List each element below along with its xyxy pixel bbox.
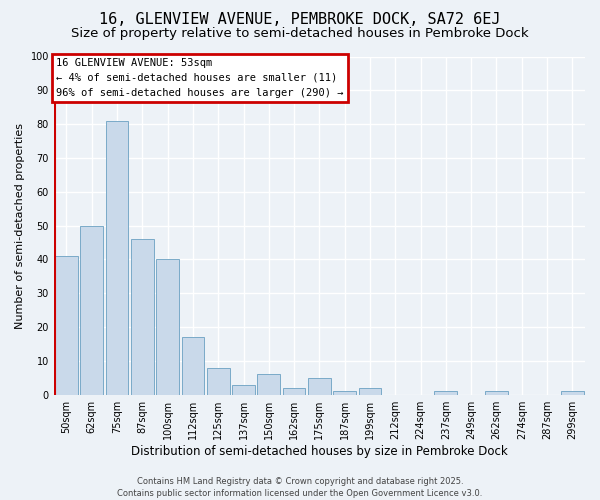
Bar <box>485 392 508 394</box>
Bar <box>283 388 305 394</box>
Bar <box>359 388 382 394</box>
Y-axis label: Number of semi-detached properties: Number of semi-detached properties <box>15 122 25 328</box>
Bar <box>561 392 584 394</box>
Bar <box>207 368 230 394</box>
Text: Size of property relative to semi-detached houses in Pembroke Dock: Size of property relative to semi-detach… <box>71 28 529 40</box>
Bar <box>308 378 331 394</box>
Bar <box>80 226 103 394</box>
Bar <box>156 260 179 394</box>
Bar <box>106 121 128 394</box>
Bar <box>232 384 255 394</box>
Bar <box>434 392 457 394</box>
Bar <box>334 392 356 394</box>
Text: 16 GLENVIEW AVENUE: 53sqm
← 4% of semi-detached houses are smaller (11)
96% of s: 16 GLENVIEW AVENUE: 53sqm ← 4% of semi-d… <box>56 58 344 98</box>
Bar <box>55 256 78 394</box>
Text: 16, GLENVIEW AVENUE, PEMBROKE DOCK, SA72 6EJ: 16, GLENVIEW AVENUE, PEMBROKE DOCK, SA72… <box>99 12 501 28</box>
Bar <box>182 337 205 394</box>
Bar <box>257 374 280 394</box>
Bar <box>131 239 154 394</box>
Text: Contains HM Land Registry data © Crown copyright and database right 2025.
Contai: Contains HM Land Registry data © Crown c… <box>118 476 482 498</box>
X-axis label: Distribution of semi-detached houses by size in Pembroke Dock: Distribution of semi-detached houses by … <box>131 444 508 458</box>
